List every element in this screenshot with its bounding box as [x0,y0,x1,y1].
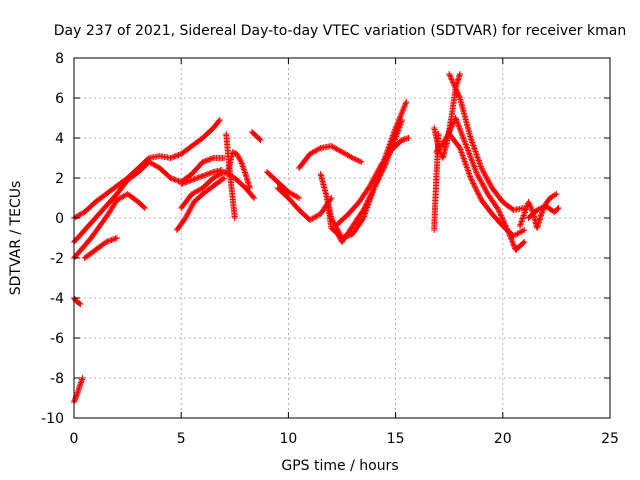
plus-marker-trace [71,295,84,307]
series-arc21 [446,71,528,213]
y-tick-label: 8 [55,51,64,67]
plus-marker-trace [225,149,253,191]
y-tick-label: 2 [55,171,64,187]
plus-marker-trace [334,135,412,227]
x-tick-label: 15 [387,431,405,447]
x-tick-label: 10 [279,431,297,447]
plus-marker-trace [81,235,120,261]
y-tick-label: 4 [55,131,64,147]
plus-marker-trace [439,115,528,253]
x-tick-label: 20 [494,431,512,447]
series-arc26 [525,203,562,221]
plus-marker-trace [296,143,365,171]
axis-ticks: 0 5 10 15 20 25 -10 -8 -6 -4 -2 0 2 4 6 8 [41,51,619,447]
x-tick-label: 0 [70,431,79,447]
plus-marker-trace [324,195,345,245]
series-arc9 [178,167,225,187]
plus-marker-trace [71,117,223,221]
y-tick-label: -8 [50,371,64,387]
series-arc8 [173,175,228,233]
chart-title: Day 237 of 2021, Sidereal Day-to-day VTE… [54,23,626,39]
series-arc5 [71,375,86,405]
series-arc15 [296,143,365,171]
y-tick-label: -6 [50,331,64,347]
plus-marker-trace [525,203,562,221]
series-arc1 [71,117,223,221]
series-arc6 [71,295,84,307]
y-tick-label: -2 [50,251,64,267]
y-tick-label: -4 [50,291,64,307]
series-arc12 [249,129,264,143]
plot-frame [73,57,611,419]
plus-marker-trace [339,117,405,245]
y-axis-label: SDTVAR / TECUs [8,181,24,296]
y-tick-label: 6 [55,91,64,107]
y-tick-label: 0 [55,211,64,227]
plus-marker-trace [431,131,442,233]
series-arc24 [431,131,442,233]
series-arc18 [334,135,412,227]
plus-marker-trace [71,375,86,405]
plus-marker-trace [264,169,303,201]
series-arc19 [339,117,405,245]
plus-marker-trace [173,175,228,233]
series-arc11 [225,149,253,191]
plus-marker-trace [249,129,264,143]
plus-marker-trace [178,167,225,187]
series-arc4 [81,235,120,261]
series-arc17 [324,195,345,245]
series-arc23 [439,115,528,253]
series-arc13 [264,169,303,201]
y-tick-label: -10 [41,411,64,427]
x-tick-label: 25 [601,431,619,447]
x-tick-label: 5 [177,431,186,447]
data-points [71,71,562,405]
x-axis-label: GPS time / hours [281,458,398,474]
plus-marker-trace [446,71,528,213]
